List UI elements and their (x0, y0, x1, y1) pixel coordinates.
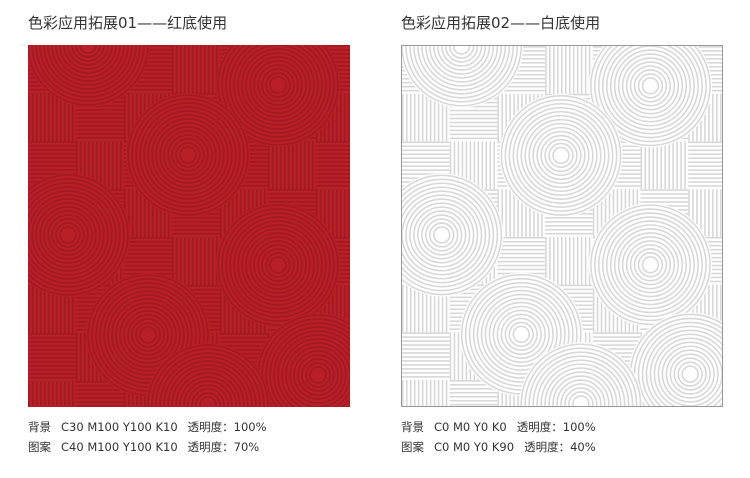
pattern-art (28, 45, 350, 407)
panel-title-white: 色彩应用拓展02——白底使用 (401, 14, 601, 32)
spec-red-bg: 背景 C30 M100 Y100 K10 透明度：100% (28, 420, 267, 434)
red-pattern-swatch (28, 45, 350, 407)
spec-white-bg: 背景 C0 M0 Y0 K0 透明度：100% (401, 420, 596, 434)
pattern-art (402, 46, 722, 406)
spec-red-pattern: 图案 C40 M100 Y100 K10 透明度：70% (28, 440, 260, 454)
white-pattern-swatch (401, 45, 723, 407)
panel-title-red: 色彩应用拓展01——红底使用 (28, 14, 228, 32)
spec-white-pattern: 图案 C0 M0 Y0 K90 透明度：40% (401, 440, 596, 454)
